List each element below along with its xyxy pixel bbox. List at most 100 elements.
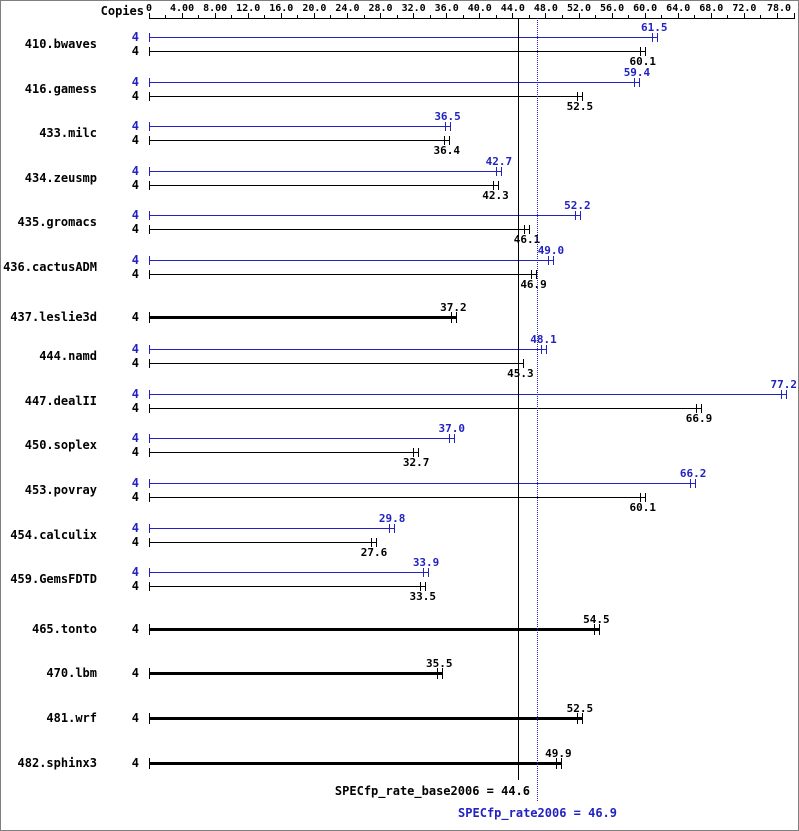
- benchmark-label: 436.cactusADM: [3, 260, 97, 274]
- bar-end-tick: [535, 270, 537, 279]
- copies-value: 4: [131, 445, 139, 460]
- bar-end-tick: [582, 91, 584, 101]
- bar-line: [149, 274, 537, 275]
- copies-value: 4: [131, 755, 139, 770]
- benchmark-label: 481.wrf: [46, 711, 97, 725]
- bar-run-tick: [651, 33, 653, 42]
- bar-line: [149, 95, 584, 97]
- bar-run-tick: [574, 211, 576, 221]
- benchmark-label: 450.soplex: [24, 438, 97, 453]
- axis-tick-label: 0: [145, 3, 153, 14]
- axis-tick: [181, 13, 183, 18]
- copies-value: 4: [131, 386, 139, 401]
- bar-value-label: 35.5: [426, 657, 453, 671]
- bar-run-tick: [781, 389, 783, 399]
- axis-tick-label: 32.0: [401, 3, 426, 14]
- bar-value-label: 42.3: [482, 188, 509, 202]
- bar-start-tick: [149, 311, 150, 323]
- bar-value-label: 66.9: [685, 411, 713, 425]
- axis-tick: [165, 15, 167, 18]
- axis-tick: [578, 13, 580, 18]
- axis-tick-label: 20.0: [302, 3, 327, 14]
- axis-tick: [363, 15, 365, 18]
- axis-tick: [743, 13, 745, 18]
- bar-end-tick: [644, 493, 646, 502]
- benchmark-label: 444.namd: [39, 349, 97, 364]
- axis-tick: [710, 13, 712, 18]
- bar-start-tick: [149, 523, 150, 533]
- benchmark-label: 434.zeusmp: [24, 170, 97, 185]
- axis-tick: [214, 13, 216, 18]
- bar-start-tick: [149, 211, 150, 221]
- bar-end-tick: [644, 47, 646, 56]
- copies-value: 4: [131, 163, 139, 178]
- bar-start-tick: [149, 122, 150, 132]
- bar-value-label: 36.4: [433, 144, 461, 158]
- bar-end-tick: [529, 225, 531, 235]
- bar-line: [149, 126, 451, 128]
- benchmark-label: 454.calculix: [10, 527, 97, 542]
- bar-line: [149, 37, 658, 38]
- benchmark-label: 465.tonto: [31, 621, 97, 636]
- bar-end-tick: [545, 345, 547, 355]
- axis-tick: [677, 13, 679, 18]
- copies-value: 4: [131, 208, 139, 223]
- bar-end-tick: [441, 668, 443, 680]
- axis-tick: [611, 13, 613, 18]
- copies-value: 4: [131, 431, 139, 446]
- axis-tick-label: 64.0: [666, 3, 691, 14]
- bar-line: [149, 184, 499, 186]
- axis-tick: [346, 13, 348, 18]
- copies-value: 4: [131, 309, 139, 324]
- bar-value-label: 60.1: [629, 501, 656, 514]
- bar-run-tick: [577, 91, 579, 101]
- bar-value-label: 52.5: [566, 99, 594, 113]
- axis-tick: [694, 15, 696, 18]
- bar-start-tick: [149, 757, 150, 769]
- axis-tick-label: 52.0: [566, 3, 592, 14]
- bar-run-tick: [530, 270, 532, 279]
- bar-run-tick: [436, 668, 438, 680]
- bar-run-tick: [524, 225, 526, 235]
- axis-tick-label: 28.0: [368, 3, 393, 14]
- bar-start-tick: [149, 359, 150, 369]
- bar-end-tick: [598, 623, 600, 635]
- bar-line: [149, 572, 430, 574]
- bar-start-tick: [149, 225, 150, 235]
- bar-run-tick: [690, 479, 692, 488]
- axis-tick: [661, 15, 663, 18]
- bar-end-tick: [418, 448, 420, 458]
- bar-value-label: 52.5: [566, 702, 594, 715]
- copies-value: 4: [131, 520, 139, 535]
- axis-tick-label: 56.0: [600, 3, 625, 14]
- bar-end-tick: [449, 136, 450, 146]
- bar-line: [149, 717, 584, 720]
- axis-tick: [264, 15, 266, 18]
- axis-tick: [545, 13, 547, 18]
- copies-value: 4: [131, 119, 139, 134]
- copies-value: 4: [131, 30, 139, 44]
- bar-run-tick: [444, 122, 446, 132]
- bar-line: [149, 260, 555, 261]
- axis-tick: [727, 15, 729, 18]
- bar-start-tick: [149, 33, 150, 42]
- axis-tick-label: 16.0: [269, 3, 294, 14]
- bar-line: [149, 393, 788, 395]
- benchmark-label: 470.lbm: [46, 666, 97, 681]
- bar-run-tick: [413, 448, 415, 458]
- bar-run-tick: [389, 523, 391, 533]
- benchmark-label: 410.bwaves: [24, 37, 97, 51]
- bar-value-label: 49.0: [537, 244, 565, 257]
- peak-mean-line: [536, 18, 538, 801]
- bar-run-tick: [420, 582, 422, 592]
- copies-value: 4: [131, 177, 139, 192]
- bar-line: [149, 215, 581, 217]
- axis-tick-label: 60.0: [633, 3, 658, 14]
- axis-tick-label: 78.0: [766, 3, 792, 14]
- axis-tick: [776, 13, 778, 18]
- bar-value-label: 66.2: [679, 467, 707, 480]
- bar-run-tick: [593, 623, 595, 635]
- axis-tick: [297, 15, 299, 18]
- bar-line: [149, 761, 562, 765]
